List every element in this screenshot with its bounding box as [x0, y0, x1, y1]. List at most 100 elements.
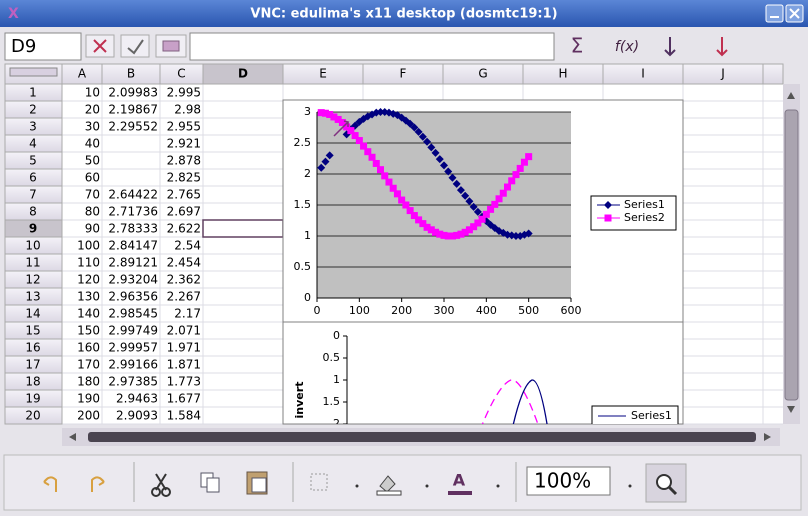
marker: [453, 231, 461, 239]
cell-value: 2.825: [167, 171, 201, 185]
cell-value: 140: [77, 307, 100, 321]
row-header-label: 16: [25, 341, 40, 355]
legend-label: Series2: [624, 211, 665, 224]
marker: [520, 158, 528, 166]
sort-descending[interactable]: [716, 37, 728, 57]
cell-value: 2.267: [167, 290, 201, 304]
cell-value: 80: [85, 205, 100, 219]
marker: [448, 173, 457, 182]
y-tick-label: 2.5: [294, 136, 312, 149]
cell-value: 2.622: [167, 222, 201, 236]
function-button[interactable]: f(x): [615, 39, 639, 55]
marker: [317, 109, 325, 117]
marker: [440, 161, 448, 170]
sum-button[interactable]: Σ: [571, 34, 584, 58]
scroll-thumb[interactable]: [784, 109, 799, 401]
marker: [457, 230, 465, 238]
cell-value: 2.99749: [108, 324, 158, 338]
window-title: VNC: edulima's x11 desktop (dosmtc19:1): [250, 7, 557, 22]
redo-button[interactable]: [91, 476, 105, 492]
x-tick-label: 200: [391, 304, 412, 317]
cell-value: 2.765: [167, 188, 201, 202]
cell-value: 2.995: [167, 86, 201, 100]
marker: [418, 132, 427, 141]
marker: [419, 220, 427, 228]
series-curve: [481, 379, 539, 424]
marker: [516, 164, 524, 172]
marker: [444, 167, 453, 176]
name-box[interactable]: [4, 32, 82, 61]
cell-value: 30: [85, 120, 100, 134]
row-header-label: 7: [29, 188, 37, 202]
cell-value: 100: [77, 239, 100, 253]
marker: [469, 202, 478, 211]
marker: [524, 229, 533, 238]
marker: [452, 179, 461, 188]
marker: [406, 207, 414, 215]
marker: [385, 178, 393, 186]
scroll-thumb[interactable]: [88, 432, 756, 442]
row-header-label: 14: [25, 307, 40, 321]
marker: [377, 166, 384, 174]
row-header-label: 13: [25, 290, 40, 304]
fill-color-button[interactable]: [379, 475, 396, 493]
cell-value: 40: [85, 137, 100, 151]
cell-value: 2.78333: [108, 222, 158, 236]
column-header-label: F: [400, 67, 407, 81]
marker: [389, 184, 397, 192]
marker: [410, 212, 418, 220]
cell-value: 2.54: [174, 239, 201, 253]
marker: [423, 223, 431, 231]
sort-ascending[interactable]: [664, 37, 676, 57]
cell-value: 2.17: [174, 307, 201, 321]
row-header-label: 2: [29, 103, 37, 117]
marker: [415, 216, 423, 224]
borders-button[interactable]: [310, 473, 328, 491]
y-axis-title: invert: [293, 382, 306, 419]
marker: [448, 232, 456, 240]
marker: [604, 214, 612, 222]
row-header-label: 17: [25, 358, 40, 372]
cell-value: 2.89121: [108, 256, 158, 270]
accept-button[interactable]: [120, 34, 150, 58]
cell-value: 200: [77, 409, 100, 423]
y-tick-label: 2: [304, 167, 311, 180]
title-bar: [0, 0, 808, 27]
font-color-button[interactable]: A: [453, 471, 466, 490]
x-tick-label: 500: [518, 304, 539, 317]
x-tick-label: 300: [434, 304, 455, 317]
marker: [381, 172, 389, 180]
marker: [482, 210, 490, 218]
marker: [355, 137, 363, 145]
formula-input[interactable]: [189, 32, 555, 61]
cell-value: 2.955: [167, 120, 201, 134]
y-tick-label: 1: [333, 373, 340, 386]
cell-value: 1.584: [167, 409, 201, 423]
cell-value: 2.921: [167, 137, 201, 151]
row-header-label: 6: [29, 171, 37, 185]
cell-value: 70: [85, 188, 100, 202]
marker: [465, 197, 474, 206]
marker: [351, 132, 359, 140]
marker: [432, 228, 440, 236]
zoom-box[interactable]: [526, 466, 611, 496]
x-tick-label: 600: [561, 304, 582, 317]
cell-value: 2.99957: [108, 341, 158, 355]
marker: [474, 219, 482, 227]
cell-value: 110: [77, 256, 100, 270]
column-header-label: A: [78, 67, 87, 81]
minimize-button[interactable]: [765, 4, 784, 23]
cell-value: 2.697: [167, 205, 201, 219]
cell-value: 2.878: [167, 154, 201, 168]
marker: [525, 153, 533, 161]
marker: [495, 195, 503, 203]
cell-value: 120: [77, 273, 100, 287]
marker: [347, 127, 355, 135]
cell-value: 2.9093: [116, 409, 158, 423]
cell-value: 2.97385: [108, 375, 158, 389]
marker: [456, 186, 465, 195]
marker: [338, 119, 346, 127]
mouse-cursor: [333, 120, 350, 137]
undo-button[interactable]: [43, 476, 57, 492]
row-header[interactable]: [4, 406, 63, 425]
